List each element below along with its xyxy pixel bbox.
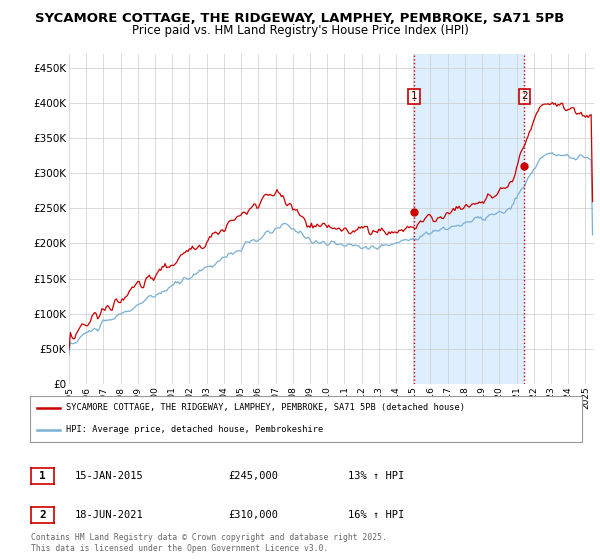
Text: 13% ↑ HPI: 13% ↑ HPI [348, 471, 404, 481]
Text: 1: 1 [39, 471, 46, 481]
Text: Contains HM Land Registry data © Crown copyright and database right 2025.
This d: Contains HM Land Registry data © Crown c… [31, 533, 387, 553]
Text: 2: 2 [39, 510, 46, 520]
Text: HPI: Average price, detached house, Pembrokeshire: HPI: Average price, detached house, Pemb… [66, 425, 323, 434]
Text: Price paid vs. HM Land Registry's House Price Index (HPI): Price paid vs. HM Land Registry's House … [131, 24, 469, 36]
Text: £245,000: £245,000 [228, 471, 278, 481]
Bar [414, 54, 524, 384]
Text: 16% ↑ HPI: 16% ↑ HPI [348, 510, 404, 520]
Text: 18-JUN-2021: 18-JUN-2021 [75, 510, 144, 520]
Text: SYCAMORE COTTAGE, THE RIDGEWAY, LAMPHEY, PEMBROKE, SA71 5PB (detached house): SYCAMORE COTTAGE, THE RIDGEWAY, LAMPHEY,… [66, 403, 465, 413]
Text: SYCAMORE COTTAGE, THE RIDGEWAY, LAMPHEY, PEMBROKE, SA71 5PB: SYCAMORE COTTAGE, THE RIDGEWAY, LAMPHEY,… [35, 12, 565, 25]
Text: 15-JAN-2015: 15-JAN-2015 [75, 471, 144, 481]
Text: £310,000: £310,000 [228, 510, 278, 520]
Text: 2: 2 [521, 91, 528, 101]
Text: 1: 1 [410, 91, 417, 101]
